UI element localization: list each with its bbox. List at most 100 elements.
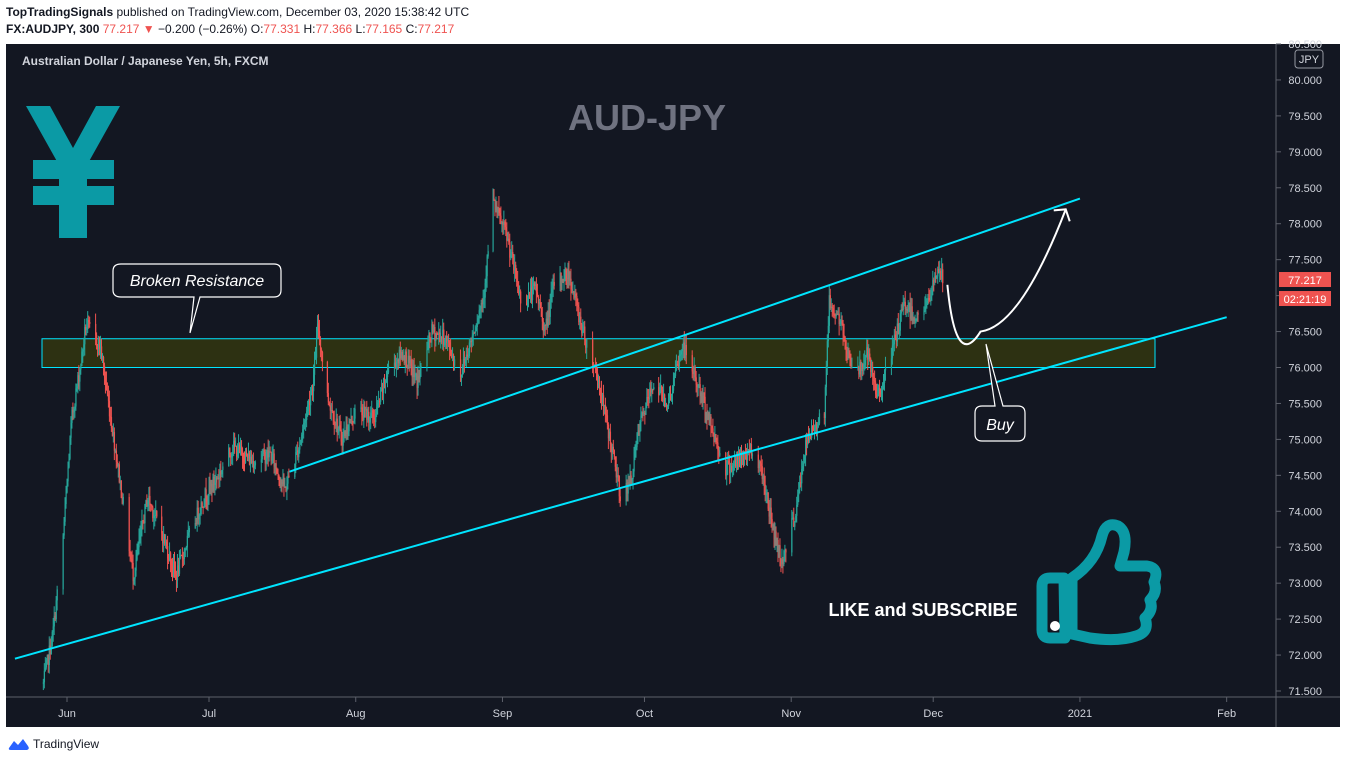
candle-body xyxy=(832,308,834,314)
candle-body xyxy=(614,456,616,467)
candle-body xyxy=(80,366,82,370)
buy-callout[interactable]: Buy xyxy=(974,343,1026,442)
candle-body xyxy=(54,615,56,620)
projection-path[interactable] xyxy=(946,208,1067,345)
price-tick-label: 80.500 xyxy=(1288,39,1322,51)
candle-body xyxy=(354,408,356,419)
candle-body xyxy=(574,294,576,298)
candle-body xyxy=(200,502,202,515)
candle-body xyxy=(876,394,878,398)
candle-body xyxy=(770,507,772,520)
candle-body xyxy=(812,427,815,431)
candle-body xyxy=(664,394,666,406)
candle-body xyxy=(380,389,382,402)
candle-body xyxy=(115,450,118,462)
candle-body xyxy=(894,334,897,339)
candle-body xyxy=(764,484,766,494)
countdown-label: 02:21:19 xyxy=(1284,294,1327,306)
candle-body xyxy=(882,388,884,391)
candle-body xyxy=(647,396,649,399)
candle-body xyxy=(320,349,323,353)
candle-body xyxy=(799,482,801,490)
candle-body xyxy=(167,545,169,559)
candle-body xyxy=(666,403,668,407)
candle-body xyxy=(418,375,420,379)
thumbs-up-icon xyxy=(1036,519,1162,646)
candle-body xyxy=(267,450,269,458)
candle-body xyxy=(140,526,142,536)
candle-body xyxy=(228,447,230,467)
candle-body xyxy=(827,325,829,342)
candle-body xyxy=(693,367,695,374)
candle-body xyxy=(902,303,904,311)
candle-body xyxy=(570,278,572,290)
candle-body xyxy=(696,384,698,387)
candle-body xyxy=(142,520,144,522)
candle-body xyxy=(213,476,215,486)
candle-body xyxy=(298,449,300,458)
candle-body xyxy=(464,358,467,364)
publisher-name[interactable]: TopTradingSignals xyxy=(6,5,114,19)
price-axis[interactable]: 71.500 72.000 72.500 73.000 73.500 74.000 74.5… xyxy=(1276,39,1322,698)
candle-body xyxy=(528,293,531,297)
candle-body xyxy=(254,462,257,466)
candle-body xyxy=(86,327,88,330)
candle-body xyxy=(51,631,53,647)
candle-body xyxy=(880,393,882,395)
channel-lower-trendline[interactable] xyxy=(14,316,1227,660)
candle-body xyxy=(381,387,383,390)
candle-body xyxy=(71,409,73,424)
candle-body xyxy=(560,272,562,282)
price-tick-label: 72.000 xyxy=(1288,650,1322,662)
candle-body xyxy=(572,291,574,293)
candle-body xyxy=(129,551,131,554)
candle-body xyxy=(769,507,771,517)
candle-body xyxy=(417,375,419,388)
channel-upper-trendline[interactable] xyxy=(289,197,1081,473)
candle-body xyxy=(168,558,170,561)
candle-body xyxy=(479,308,481,311)
candle-body xyxy=(807,433,809,445)
candle-body xyxy=(782,559,784,565)
candle-body xyxy=(930,296,932,301)
candle-body xyxy=(475,327,477,332)
candle-body xyxy=(632,471,634,480)
currency-badge[interactable]: JPY xyxy=(1294,49,1324,69)
candle-body xyxy=(916,312,918,319)
candle-body xyxy=(842,323,844,336)
candle-body xyxy=(861,364,863,371)
candle-body xyxy=(831,306,833,309)
last-price: 77.217 xyxy=(102,22,140,36)
candle-body xyxy=(231,453,233,458)
candle-body xyxy=(506,230,508,241)
candle-body xyxy=(531,285,534,301)
candle-body xyxy=(332,411,334,422)
time-tick-label: Jun xyxy=(58,708,76,720)
yen-icon xyxy=(26,106,120,238)
candle-body xyxy=(680,351,683,355)
candle-body xyxy=(144,503,146,524)
candle-body xyxy=(342,434,344,446)
time-axis[interactable]: Jun Jul Aug Sep Oct Nov Dec 2021 Feb xyxy=(58,697,1236,720)
candle-body xyxy=(579,316,581,323)
candle-body xyxy=(684,344,686,359)
candle-body xyxy=(178,557,181,574)
candle-body xyxy=(826,341,828,367)
candle-body xyxy=(487,251,489,257)
candle-body xyxy=(505,227,507,231)
candle-body xyxy=(564,271,566,274)
candle-body xyxy=(648,398,650,400)
candle-body xyxy=(909,302,911,319)
candle-body xyxy=(914,319,916,321)
candle-body xyxy=(777,539,779,552)
candle-body xyxy=(351,415,353,422)
broken-resistance-callout[interactable]: Broken Resistance xyxy=(112,263,282,334)
candle-body xyxy=(596,369,598,373)
candle-body xyxy=(399,349,402,359)
candle-body xyxy=(445,335,447,343)
candle-body xyxy=(757,454,759,469)
candle-body xyxy=(461,369,464,375)
tradingview-footer[interactable]: TradingView xyxy=(8,737,99,751)
candle-body xyxy=(925,305,927,308)
